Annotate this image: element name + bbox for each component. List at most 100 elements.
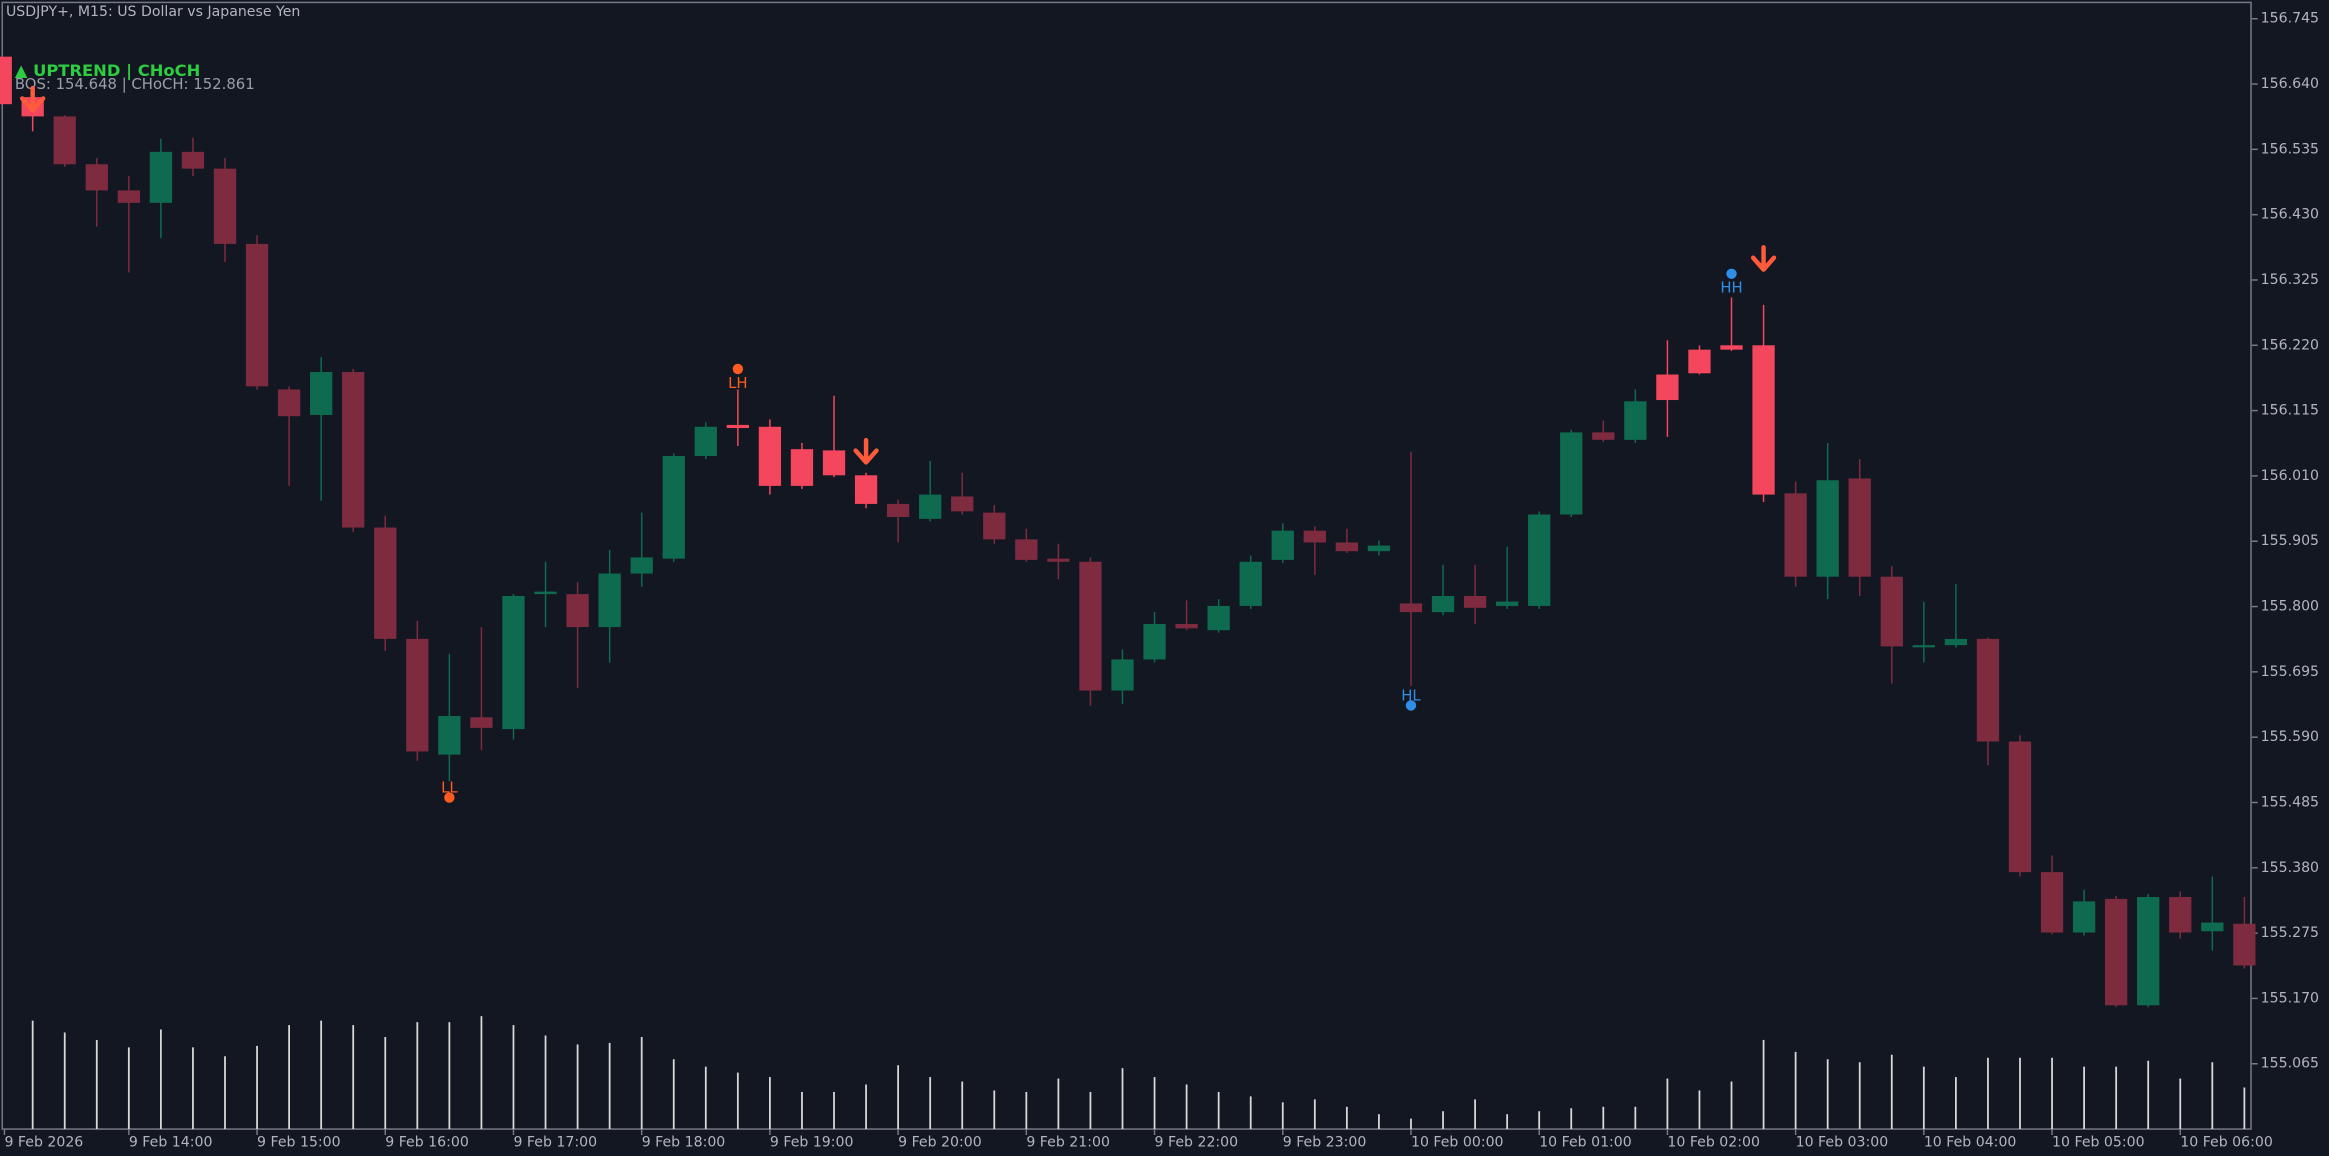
x-tick-label: 9 Feb 23:00 bbox=[1283, 1134, 1367, 1150]
y-tick-label: 156.115 bbox=[2261, 403, 2319, 419]
y-tick-label: 156.220 bbox=[2261, 337, 2319, 353]
candle-body bbox=[1271, 530, 1294, 560]
candle-body bbox=[310, 372, 333, 415]
candle-body bbox=[2137, 897, 2160, 1006]
y-tick-label: 156.745 bbox=[2261, 11, 2319, 27]
y-tick-label: 155.065 bbox=[2261, 1056, 2319, 1072]
x-tick-label: 9 Feb 17:00 bbox=[513, 1134, 597, 1150]
y-tick-label: 156.010 bbox=[2261, 468, 2319, 484]
candle-body bbox=[1335, 542, 1359, 552]
candle-body bbox=[726, 424, 749, 429]
swing-label: HL bbox=[1401, 687, 1421, 705]
swing-label: LL bbox=[441, 779, 458, 797]
y-tick-label: 156.430 bbox=[2261, 207, 2319, 223]
candle-body bbox=[919, 494, 942, 519]
candle-body bbox=[1079, 561, 1102, 691]
candle-body bbox=[53, 116, 76, 165]
candle-body bbox=[1431, 595, 1455, 613]
signal-arrow bbox=[20, 85, 46, 113]
signal-arrow bbox=[853, 437, 879, 465]
y-tick-label: 155.380 bbox=[2261, 860, 2319, 876]
x-tick-label: 9 Feb 2026 bbox=[4, 1134, 83, 1150]
signal-arrow bbox=[1750, 245, 1777, 272]
swing-label: LH bbox=[728, 374, 747, 392]
candle-body bbox=[2105, 898, 2128, 1006]
candle-body bbox=[149, 151, 173, 203]
candle-body bbox=[1944, 638, 1968, 646]
candle-body bbox=[1688, 349, 1711, 374]
candle-body bbox=[2072, 901, 2096, 933]
candle-body bbox=[1367, 545, 1391, 552]
candle-body bbox=[1528, 514, 1551, 606]
candle-body bbox=[1912, 645, 1935, 648]
candle-body bbox=[1463, 595, 1487, 608]
x-tick-label: 9 Feb 14:00 bbox=[129, 1134, 213, 1150]
candle-body bbox=[2233, 923, 2256, 966]
candle-body bbox=[790, 449, 814, 486]
trend-label: ▲ UPTREND | CHoCH bbox=[15, 61, 200, 81]
x-tick-label: 9 Feb 18:00 bbox=[642, 1134, 726, 1150]
candle-body bbox=[886, 503, 910, 517]
x-tick-label: 10 Feb 02:00 bbox=[1667, 1134, 1760, 1150]
candle-body bbox=[694, 426, 717, 457]
x-tick-label: 10 Feb 06:00 bbox=[2180, 1134, 2273, 1150]
candle-body bbox=[983, 512, 1006, 540]
y-tick-label: 156.325 bbox=[2261, 272, 2319, 288]
x-tick-label: 10 Feb 03:00 bbox=[1796, 1134, 1889, 1150]
swing-dot bbox=[1726, 268, 1737, 279]
candle-body bbox=[2201, 922, 2224, 932]
candle-body bbox=[1752, 345, 1775, 495]
candle-body bbox=[630, 557, 653, 574]
y-tick-label: 156.640 bbox=[2261, 76, 2319, 92]
candle-body bbox=[1720, 345, 1743, 350]
candle-body bbox=[951, 496, 974, 512]
candle-body bbox=[534, 591, 557, 595]
x-tick-label: 9 Feb 15:00 bbox=[257, 1134, 341, 1150]
chart-title: USDJPY+, M15: US Dollar vs Japanese Yen bbox=[6, 4, 300, 20]
candle-body bbox=[1303, 530, 1326, 543]
candle-body bbox=[117, 190, 140, 203]
candle-body bbox=[598, 573, 621, 628]
candle-body bbox=[85, 164, 108, 191]
candle-body bbox=[1239, 561, 1262, 606]
candle-body bbox=[1848, 478, 1871, 577]
candle-body bbox=[1784, 493, 1807, 577]
candle-body bbox=[1175, 623, 1198, 629]
y-tick-label: 155.485 bbox=[2261, 794, 2319, 810]
candle-body bbox=[470, 717, 493, 728]
y-tick-label: 155.800 bbox=[2261, 599, 2319, 615]
candle-body bbox=[566, 594, 589, 628]
candle-body bbox=[822, 450, 846, 476]
candle-body bbox=[438, 716, 461, 755]
candle-body bbox=[1495, 601, 1519, 606]
candle-body bbox=[2008, 741, 2032, 873]
y-tick-label: 155.275 bbox=[2261, 925, 2319, 941]
y-tick-label: 156.535 bbox=[2261, 141, 2319, 157]
levels-label: BOS: 154.648 | CHoCH: 152.861 bbox=[15, 75, 255, 93]
y-tick-label: 155.590 bbox=[2261, 729, 2319, 745]
candle-body bbox=[662, 456, 685, 559]
candle-body bbox=[406, 638, 429, 752]
plot-border bbox=[1, 1, 2252, 1130]
y-tick-label: 155.905 bbox=[2261, 533, 2319, 549]
x-tick-label: 9 Feb 16:00 bbox=[385, 1134, 469, 1150]
swing-dot bbox=[732, 363, 744, 375]
candle-body bbox=[374, 527, 397, 639]
candle-body bbox=[1592, 432, 1615, 440]
x-tick-label: 10 Feb 01:00 bbox=[1539, 1134, 1632, 1150]
candle-body bbox=[181, 151, 205, 169]
candle-body bbox=[1207, 605, 1230, 631]
candle-body bbox=[1047, 558, 1070, 562]
x-tick-label: 10 Feb 00:00 bbox=[1411, 1134, 1504, 1150]
candle-body bbox=[277, 389, 301, 417]
candle-body bbox=[1624, 401, 1647, 440]
x-tick-label: 10 Feb 04:00 bbox=[1924, 1134, 2017, 1150]
candle-body bbox=[1816, 480, 1839, 577]
x-tick-label: 9 Feb 22:00 bbox=[1155, 1134, 1239, 1150]
candle-body bbox=[1111, 659, 1134, 691]
candle-body bbox=[1560, 432, 1583, 515]
level-marker bbox=[0, 56, 12, 105]
y-tick-label: 155.170 bbox=[2261, 990, 2319, 1006]
